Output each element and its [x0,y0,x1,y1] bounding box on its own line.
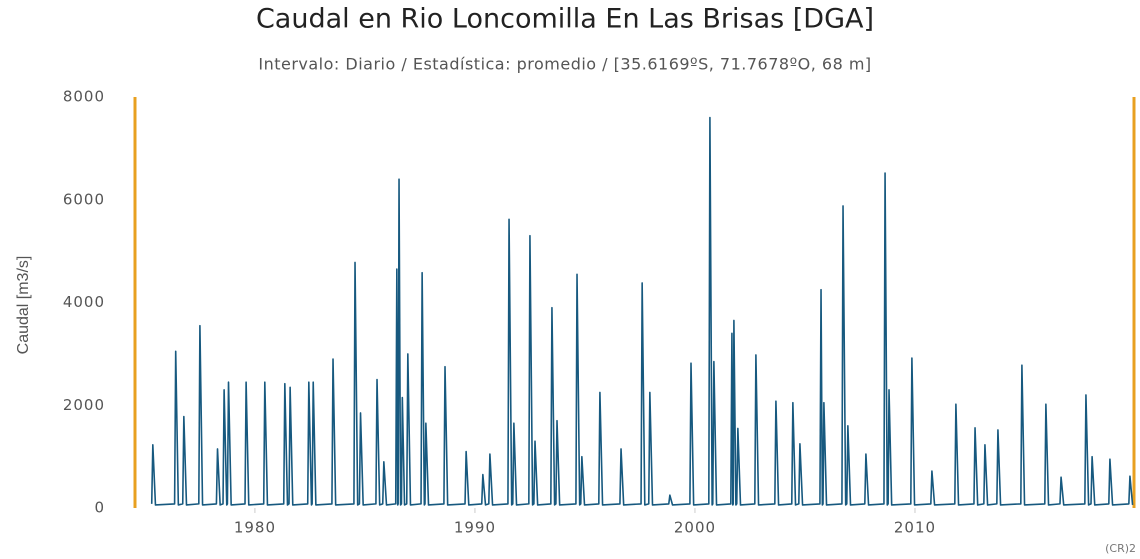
x-tick-label: 2010 [894,519,936,537]
x-tick-label: 1990 [454,519,496,537]
data-line [150,116,1134,506]
y-tick-label: 4000 [63,293,105,311]
credit: (CR)2 [1105,542,1136,555]
y-tick-label: 8000 [63,88,105,106]
y-axis-label: Caudal [m3/s] [15,256,32,355]
y-tick-label: 2000 [63,396,105,414]
x-tick-label: 2000 [674,519,716,537]
y-tick-label: 6000 [63,190,105,208]
chart-title: Caudal en Rio Loncomilla En Las Brisas [… [256,4,874,35]
x-tick-label: 1980 [234,519,276,537]
y-tick-label: 0 [94,499,105,517]
chart-subtitle: Intervalo: Diario / Estadística: promedi… [258,55,871,74]
